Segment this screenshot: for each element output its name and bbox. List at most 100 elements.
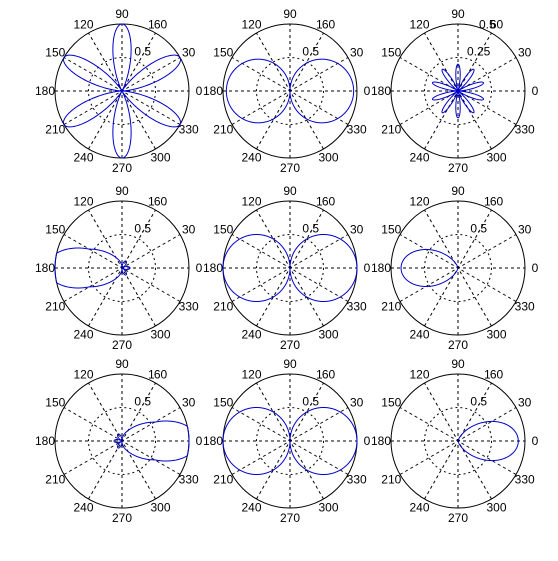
angle-label-150: 150: [45, 223, 65, 237]
ring-label-2: 1: [316, 194, 323, 208]
ring-label-2: 1: [316, 367, 323, 381]
angle-label-0: 0: [532, 434, 539, 448]
ring-label-1: 0.5: [302, 395, 319, 409]
angle-label-180: 180: [35, 434, 55, 448]
grid-ring-1: [88, 57, 156, 125]
grid-ring-1: [256, 234, 324, 302]
angle-label-210: 210: [213, 123, 233, 137]
grid-ring-1: [424, 57, 492, 125]
angle-label-210: 210: [381, 123, 401, 137]
angle-label-120: 120: [241, 17, 261, 31]
angle-label-60: 60: [490, 17, 504, 31]
ring-label-1: 0.5: [134, 222, 151, 236]
ring-label-1: 0.5: [470, 395, 487, 409]
angle-label-210: 210: [45, 473, 65, 487]
angle-label-30: 30: [518, 223, 532, 237]
angle-label-180: 180: [371, 84, 391, 98]
pattern-trace: [113, 420, 190, 462]
grid-ring-1: [256, 407, 324, 475]
angle-label-300: 300: [486, 151, 506, 165]
angle-label-90: 90: [283, 184, 297, 198]
angle-label-270: 270: [280, 511, 300, 525]
angle-label-180: 180: [203, 261, 223, 275]
angle-label-30: 30: [518, 46, 532, 60]
angle-label-330: 330: [347, 473, 367, 487]
angle-label-90: 90: [283, 7, 297, 21]
ring-label-2: 1: [148, 367, 155, 381]
angle-label-150: 150: [381, 223, 401, 237]
polar-plot-6: 0 30 60 90 120 150 180 210 240 270 300 330 0.5 1: [371, 184, 539, 352]
angle-label-90: 90: [451, 7, 465, 21]
angle-label-120: 120: [409, 17, 429, 31]
angle-label-330: 330: [347, 300, 367, 314]
ring-label-1: 0.5: [302, 45, 319, 59]
angle-label-90: 90: [115, 7, 129, 21]
angle-label-0: 0: [364, 434, 371, 448]
angle-label-120: 120: [241, 194, 261, 208]
angle-label-60: 60: [490, 367, 504, 381]
angle-label-240: 240: [241, 151, 261, 165]
grid-ring-1: [88, 407, 156, 475]
angle-label-150: 150: [45, 396, 65, 410]
ring-label-1: 0.5: [134, 395, 151, 409]
angle-label-240: 240: [409, 501, 429, 515]
angle-label-270: 270: [112, 161, 132, 175]
angle-label-90: 90: [451, 184, 465, 198]
pattern-trace: [222, 406, 358, 476]
ring-label-1: 0.25: [467, 45, 491, 59]
polar-plot-4: 0 30 60 90 120 150 180 210 240 270 300 330 0.5 1: [35, 184, 203, 352]
angle-label-210: 210: [213, 473, 233, 487]
grid-ring-1: [256, 57, 324, 125]
pattern-trace: [54, 247, 131, 289]
pattern-trace: [62, 23, 182, 159]
angle-label-120: 120: [409, 367, 429, 381]
angle-label-30: 30: [182, 223, 196, 237]
angle-label-120: 120: [241, 367, 261, 381]
angle-label-120: 120: [73, 194, 93, 208]
angle-label-240: 240: [73, 501, 93, 515]
polar-plot-2: 0 30 60 90 120 150 180 210 240 270 300 330 0.5 1: [203, 7, 371, 175]
polar-plot-1: 0 30 60 90 120 150 180 210 240 270 300 330 0.5 1: [35, 7, 203, 175]
angle-label-300: 300: [318, 328, 338, 342]
angle-label-270: 270: [112, 338, 132, 352]
angle-label-180: 180: [35, 261, 55, 275]
angle-label-150: 150: [213, 223, 233, 237]
angle-label-210: 210: [45, 300, 65, 314]
pattern-trace: [222, 233, 358, 303]
angle-label-0: 0: [364, 84, 371, 98]
angle-label-0: 0: [364, 261, 371, 275]
angle-label-30: 30: [182, 396, 196, 410]
ring-label-1: 0.5: [470, 222, 487, 236]
polar-plot-9: 0 30 60 90 120 150 180 210 240 270 300 330 0.5 1: [371, 357, 539, 525]
angle-label-60: 60: [322, 367, 336, 381]
angle-label-300: 300: [150, 501, 170, 515]
ring-label-2: 1: [484, 194, 491, 208]
angle-label-210: 210: [381, 473, 401, 487]
ring-label-2: 1: [148, 194, 155, 208]
angle-label-120: 120: [73, 367, 93, 381]
angle-label-180: 180: [371, 261, 391, 275]
angle-label-270: 270: [448, 511, 468, 525]
grid-ring-1: [424, 234, 492, 302]
angle-label-330: 330: [515, 300, 535, 314]
polar-plot-7: 0 30 60 90 120 150 180 210 240 270 300 330 0.5 1: [35, 357, 203, 525]
angle-label-240: 240: [409, 328, 429, 342]
polar-plot-8: 0 30 60 90 120 150 180 210 240 270 300 330 0.5 1: [203, 357, 371, 525]
polar-plot-5: 0 30 60 90 120 150 180 210 240 270 300 330 0.5 1: [203, 184, 371, 352]
angle-label-90: 90: [283, 357, 297, 371]
angle-label-90: 90: [451, 357, 465, 371]
angle-label-210: 210: [381, 300, 401, 314]
angle-label-30: 30: [350, 396, 364, 410]
angle-label-150: 150: [381, 46, 401, 60]
angle-label-300: 300: [318, 501, 338, 515]
angle-label-330: 330: [347, 123, 367, 137]
angle-label-150: 150: [45, 46, 65, 60]
grid-ring-1: [424, 407, 492, 475]
angle-label-150: 150: [381, 396, 401, 410]
angle-label-0: 0: [196, 84, 203, 98]
angle-label-30: 30: [182, 46, 196, 60]
ring-label-2: 1: [148, 17, 155, 31]
ring-label-1: 0.5: [134, 45, 151, 59]
angle-label-240: 240: [241, 328, 261, 342]
